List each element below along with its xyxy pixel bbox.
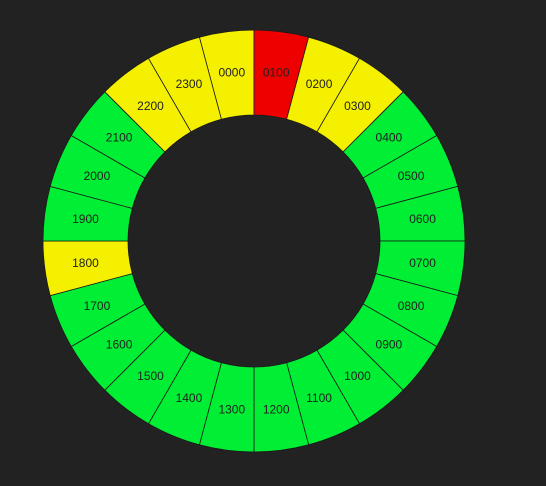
hour-label: 1300: [218, 403, 245, 417]
hour-label: 0100: [263, 65, 290, 79]
hour-segment-0600[interactable]: 0600: [375, 185, 466, 242]
hour-segment-1900[interactable]: 1900: [42, 185, 133, 242]
hour-label: 0500: [398, 169, 425, 183]
hour-label: 0900: [376, 337, 403, 351]
hour-label: 2200: [137, 99, 164, 113]
hour-segment-1200[interactable]: 1200: [253, 362, 310, 453]
hour-label: 1900: [72, 212, 99, 226]
hour-label: 1600: [106, 337, 133, 351]
hour-segment-2000[interactable]: 2000: [49, 134, 146, 209]
hour-label: 1500: [137, 369, 164, 383]
hour-label: 2300: [176, 77, 203, 91]
hour-segment-0400[interactable]: 0400: [342, 91, 438, 179]
hour-label: 1400: [176, 391, 203, 405]
hour-label: 1800: [72, 256, 99, 270]
hour-segment-1800[interactable]: 1800: [42, 240, 133, 297]
hour-segment-1700[interactable]: 1700: [49, 273, 146, 348]
hour-label: 1700: [84, 299, 111, 313]
hour-label: 0200: [306, 77, 333, 91]
hour-label: 1000: [344, 369, 371, 383]
hour-segment-0900[interactable]: 0900: [342, 303, 438, 391]
hour-label: 2100: [106, 131, 133, 145]
hour-segment-2300[interactable]: 2300: [147, 36, 222, 133]
hour-label: 1200: [263, 403, 290, 417]
hour-label: 0300: [344, 99, 371, 113]
hour-label: 0700: [409, 256, 436, 270]
hour-label: 0400: [376, 131, 403, 145]
hour-label: 0000: [218, 65, 245, 79]
hour-label: 0600: [409, 212, 436, 226]
hour-label: 0800: [398, 299, 425, 313]
hour-label: 1100: [306, 391, 332, 405]
hour-label: 2000: [84, 169, 111, 183]
hour-segment-0000[interactable]: 0000: [198, 29, 255, 120]
hour-segment-shape[interactable]: [147, 36, 222, 133]
hour-segment-1300[interactable]: 1300: [198, 362, 255, 453]
hour-segment-0100[interactable]: 0100: [253, 29, 310, 120]
hour-segment-0700[interactable]: 0700: [375, 240, 466, 297]
